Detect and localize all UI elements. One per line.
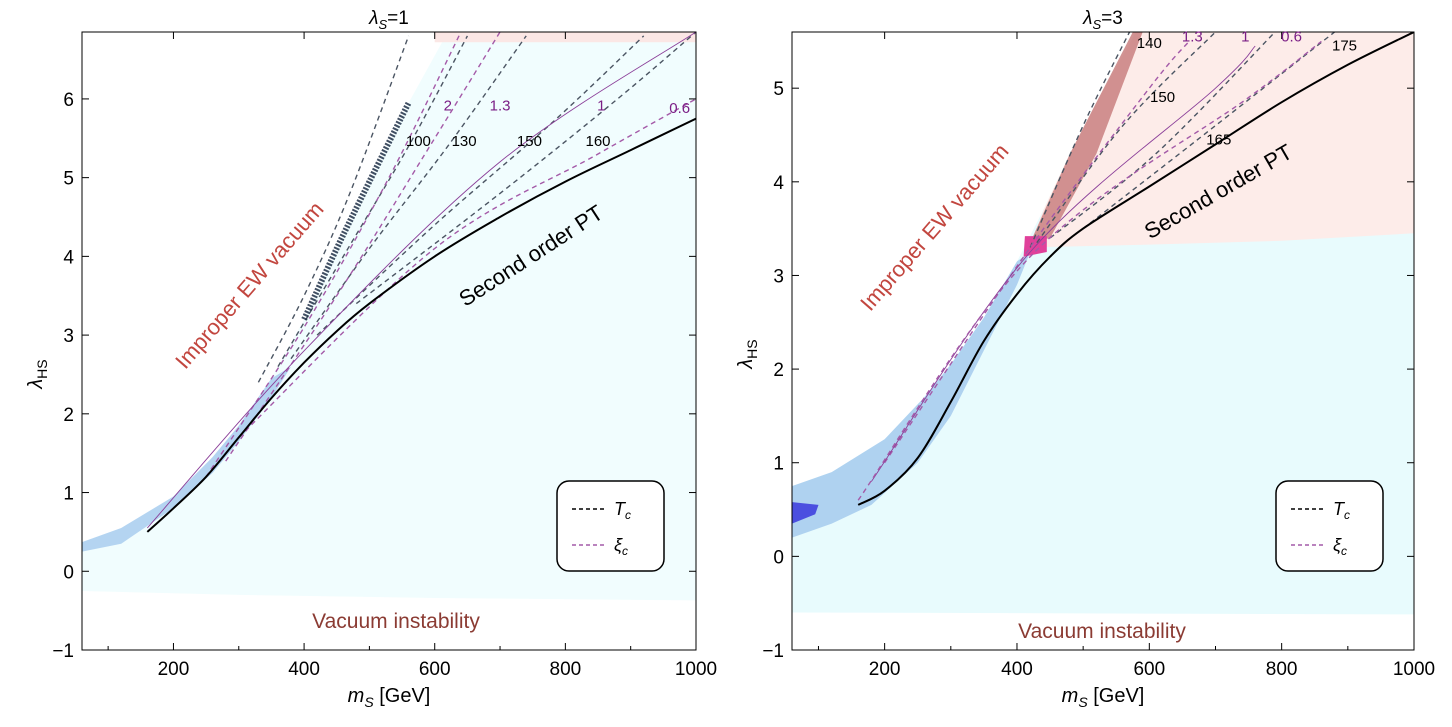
- xi-contour-line: [205, 32, 462, 478]
- xi-label-0-6: 0.6: [1281, 28, 1302, 45]
- xi-contours: [146, 32, 696, 529]
- x-tick-label: 800: [1266, 659, 1298, 680]
- xi-label-0-6: 0.6: [669, 100, 690, 117]
- dark-blue-patch: [792, 502, 819, 524]
- xi-label-2: 2: [444, 98, 452, 115]
- x-tick-label: 400: [288, 659, 320, 680]
- improper-boundary-band: [82, 366, 291, 552]
- legend-box: [1275, 480, 1384, 572]
- x-tick-label: 1000: [1393, 659, 1435, 680]
- tc-label-175: 175: [1332, 38, 1357, 55]
- y-tick-label: 5: [63, 169, 74, 190]
- tc-contour-line: [355, 32, 696, 305]
- legend-xi-text: ξc: [1333, 535, 1347, 558]
- x-tick-label: 1000: [675, 659, 717, 680]
- y-tick-label: 0: [63, 562, 74, 583]
- tc-label-100: 100: [406, 133, 431, 150]
- tc-contour-line: [1029, 32, 1131, 248]
- xi-contour-line: [857, 40, 1322, 501]
- vacuum-instability-label: Vacuum instability: [1018, 620, 1186, 643]
- x-axis-label: mS [GeV]: [348, 685, 431, 710]
- legend-box: [556, 480, 665, 572]
- y-axis-label: λHS: [735, 339, 760, 369]
- tc-label-160: 160: [586, 133, 611, 150]
- x-axis-label: mS [GeV]: [1062, 685, 1145, 710]
- tc-contour-line: [1036, 32, 1216, 244]
- y-tick-label: 0: [773, 547, 784, 568]
- chart-title: λS=3: [1082, 8, 1123, 32]
- tc-label-130: 130: [452, 133, 477, 150]
- y-tick-label: 3: [63, 326, 74, 347]
- xi-label-1: 1: [1241, 28, 1249, 45]
- legend: Tc ξc: [556, 480, 665, 572]
- x-tick-label: 800: [550, 659, 582, 680]
- legend-xi-text: ξc: [614, 535, 628, 558]
- y-tick-label: 2: [63, 405, 74, 426]
- xi-contours: [857, 40, 1322, 501]
- tc-contour-line: [290, 35, 527, 360]
- vacuum-instability-label: Vacuum instability: [312, 610, 480, 633]
- second-order-boundary-line: [146, 117, 696, 533]
- tc-label-150: 150: [1150, 89, 1175, 106]
- xi-label-1-3: 1.3: [1182, 28, 1203, 45]
- tc-label-140: 140: [1137, 35, 1162, 52]
- second-order-boundary-line: [857, 32, 1414, 506]
- x-tick-label: 400: [1001, 659, 1033, 680]
- plot-frame: [791, 31, 1415, 651]
- tc-contour-line: [316, 35, 645, 336]
- xi-contour-line: [146, 32, 696, 529]
- legend: Tc ξc: [1275, 480, 1384, 572]
- tc-contour-line: [1049, 32, 1276, 239]
- tc-label-165: 165: [1206, 131, 1231, 148]
- y-tick-label: 1: [773, 454, 784, 475]
- dark-scatter-edge: [301, 101, 412, 321]
- panel-lambda-s-3: 200 400 600 800 1000 −1 0 1 2 3 4 5 140 150 165 175…: [735, 8, 1435, 710]
- y-tick-label: 3: [773, 266, 784, 287]
- x-tick-label: 200: [869, 659, 901, 680]
- xi-contour-line: [884, 40, 1190, 464]
- y-tick-label: 2: [773, 360, 784, 381]
- x-tick-label: 600: [1133, 659, 1165, 680]
- chart-title: λS=1: [368, 8, 409, 32]
- legend-tc-text: Tc: [614, 499, 631, 522]
- xi-label-1-3: 1.3: [490, 98, 511, 115]
- legend-tc-text: Tc: [1333, 499, 1350, 522]
- y-axis-label: λHS: [25, 359, 50, 389]
- xi-label-1: 1: [597, 98, 605, 115]
- y-tick-label: 4: [63, 247, 74, 268]
- tc-contour-line: [257, 35, 410, 383]
- xi-contour-line: [238, 98, 696, 438]
- tc-contours: [257, 32, 696, 383]
- panel-lambda-s-1: 200 400 600 800 1000 −1 0 1 2 3 4 5 6 100 130 150 16…: [25, 8, 717, 710]
- y-tick-label: 4: [773, 173, 784, 194]
- axis-ticks: 200 400 600 800 1000 −1 0 1 2 3 4 5 6: [52, 32, 717, 680]
- y-tick-label: 6: [63, 90, 74, 111]
- tc-label-150: 150: [517, 133, 542, 150]
- axis-ticks: 200 400 600 800 1000 −1 0 1 2 3 4 5: [762, 32, 1435, 680]
- x-tick-label: 600: [419, 659, 451, 680]
- y-tick-label: 5: [773, 79, 784, 100]
- x-tick-label: 200: [158, 659, 190, 680]
- y-tick-label: 1: [63, 484, 74, 505]
- tc-contour-line: [277, 35, 469, 367]
- xi-contour-line: [871, 45, 1256, 482]
- improper-boundary-band: [792, 252, 1031, 538]
- y-tick-label: −1: [52, 641, 74, 662]
- allowed-region-fill: [82, 32, 696, 601]
- red-wedge-region: [1030, 32, 1143, 243]
- plot-frame: [81, 31, 697, 651]
- y-tick-label: −1: [762, 641, 784, 662]
